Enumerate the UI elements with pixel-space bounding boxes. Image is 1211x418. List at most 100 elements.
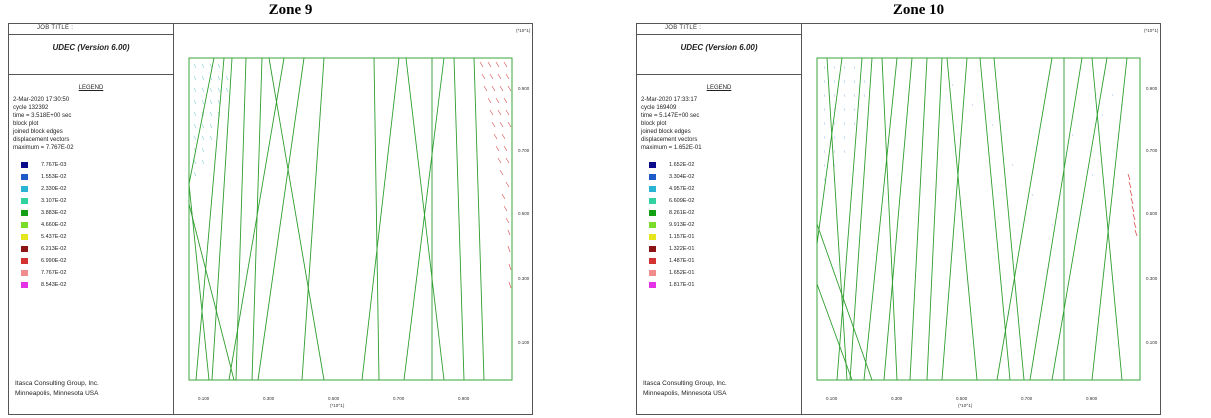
x-tick: 0.900 (458, 396, 470, 401)
y-tick: 0.300 (1146, 276, 1158, 281)
x-axis-unit: (*10^1) (330, 403, 345, 408)
legend-label: 4.957E-02 (669, 186, 695, 192)
model-boundary (816, 57, 1141, 381)
y-axis-unit: (*10^1) (1144, 28, 1159, 33)
velocity-vectors-left (823, 65, 1124, 227)
legend-label: 5.437E-02 (41, 234, 67, 240)
zone-10-figure: Zone 10 JOB TITLE : UDEC (Version 6.00) … (636, 0, 1201, 418)
legend-swatch (21, 162, 28, 168)
x-axis-unit: (*10^1) (958, 403, 973, 408)
y-tick: 0.500 (1146, 211, 1158, 216)
job-title-label: JOB TITLE : (37, 25, 74, 31)
legend-swatch (649, 258, 656, 264)
legend-heading: LEGEND (706, 85, 732, 91)
info-date: 2-Mar-2020 17:33:17 (641, 97, 698, 103)
company-name: Itasca Consulting Group, Inc. (15, 380, 99, 387)
info-maximum: maximum = 7.767E-02 (13, 145, 74, 151)
company-location: Minneapolis, Minnesota USA (15, 390, 99, 397)
legend-heading: LEGEND (78, 85, 104, 91)
legend-label: 7.767E-03 (41, 162, 67, 168)
x-tick: 0.500 (956, 396, 968, 401)
program-name: UDEC (Version 6.00) (680, 43, 758, 52)
block-plot-svg (188, 57, 513, 381)
block-plot-svg (816, 57, 1141, 381)
legend-label: 8.261E-02 (669, 210, 695, 216)
model-boundary (188, 57, 513, 381)
legend-label: 3.883E-02 (41, 210, 67, 216)
block-plot-area: (*10^1) 0.900 0.700 0.500 0.300 0.100 0.… (802, 24, 1161, 414)
legend-label: 6.213E-02 (41, 246, 67, 252)
legend-swatch (21, 234, 28, 240)
legend-swatch (649, 210, 656, 216)
info-date: 2-Mar-2020 17:30:50 (13, 97, 70, 103)
x-tick: 0.900 (1086, 396, 1098, 401)
legend-swatch (21, 282, 28, 288)
y-tick: 0.900 (518, 86, 530, 91)
y-tick: 0.100 (518, 340, 530, 345)
legend-label: 1.487E-01 (669, 258, 695, 264)
info-displacement: displacement vectors (13, 137, 70, 143)
y-tick: 0.900 (1146, 86, 1158, 91)
x-tick: 0.100 (826, 396, 838, 401)
x-tick: 0.700 (1021, 396, 1033, 401)
x-tick: 0.100 (198, 396, 210, 401)
joint-lines (816, 57, 1128, 381)
legend-swatch (21, 210, 28, 216)
velocity-vectors-left (193, 63, 229, 177)
legend-label: 1.817E-01 (669, 282, 695, 288)
info-maximum: maximum = 1.652E-01 (641, 145, 702, 151)
legend-label: 6.990E-02 (41, 258, 67, 264)
legend-swatch (649, 234, 656, 240)
legend-swatch (649, 162, 656, 168)
y-tick: 0.100 (1146, 340, 1158, 345)
y-tick: 0.300 (518, 276, 530, 281)
legend-swatch (649, 282, 656, 288)
legend-swatch (21, 246, 28, 252)
legend-label: 1.652E-02 (669, 162, 695, 168)
legend-swatch (649, 198, 656, 204)
legend-label: 1.157E-01 (669, 234, 695, 240)
info-cycle: cycle 132392 (13, 105, 49, 111)
legend-label: 1.322E-01 (669, 246, 695, 252)
legend-swatch (21, 198, 28, 204)
y-tick: 0.700 (518, 148, 530, 153)
legend-swatch (21, 270, 28, 276)
legend-swatch (21, 174, 28, 180)
legend-swatch (649, 186, 656, 192)
job-title-label: JOB TITLE : (665, 25, 702, 31)
legend-swatch (649, 174, 656, 180)
velocity-vectors-right (1127, 173, 1138, 237)
legend-panel: JOB TITLE : UDEC (Version 6.00) LEGEND 2… (9, 24, 174, 414)
info-cycle: cycle 169409 (641, 105, 677, 111)
zone-9-figure: Zone 9 JOB TITLE : UDEC (Version 6.00) L… (8, 0, 573, 418)
y-axis-unit: (*10^1) (516, 28, 531, 33)
legend-label: 7.767E-02 (41, 270, 67, 276)
velocity-vectors-right (479, 61, 512, 289)
info-block-plot: block plot (641, 121, 667, 127)
legend-swatch (649, 270, 656, 276)
legend-label: 3.304E-02 (669, 174, 695, 180)
udec-plot-frame: JOB TITLE : UDEC (Version 6.00) LEGEND 2… (636, 23, 1161, 415)
legend-swatch (21, 258, 28, 264)
legend-label: 4.660E-02 (41, 222, 67, 228)
legend-label: 6.609E-02 (669, 198, 695, 204)
company-name: Itasca Consulting Group, Inc. (643, 380, 727, 387)
joint-lines (188, 57, 485, 381)
x-tick: 0.700 (393, 396, 405, 401)
zone-title: Zone 10 (892, 2, 945, 18)
legend-label: 3.107E-02 (41, 198, 67, 204)
legend-swatch (649, 222, 656, 228)
legend-panel: JOB TITLE : UDEC (Version 6.00) LEGEND 2… (637, 24, 802, 414)
legend-label: 2.330E-02 (41, 186, 67, 192)
legend-swatch (649, 246, 656, 252)
info-block-plot: block plot (13, 121, 39, 127)
info-time: time = 3.518E+00 sec (13, 113, 72, 119)
legend-swatch (21, 222, 28, 228)
job-title-box (9, 34, 173, 75)
x-tick: 0.300 (263, 396, 275, 401)
legend-label: 1.652E-01 (669, 270, 695, 276)
info-joined-edges: joined block edges (13, 129, 63, 135)
y-tick: 0.500 (518, 211, 530, 216)
legend-label: 1.553E-02 (41, 174, 67, 180)
block-plot-area: (*10^1) 0.900 0.700 0.500 0.300 0.100 0.… (174, 24, 533, 414)
